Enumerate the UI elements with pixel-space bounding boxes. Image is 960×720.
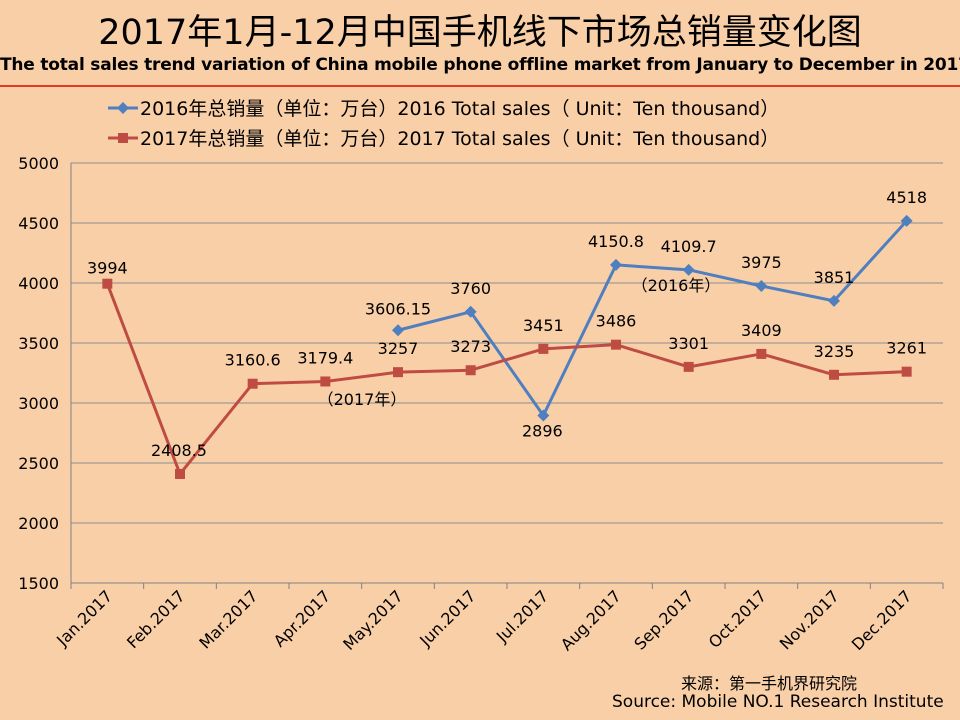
data-label-2017: 3273 [450,337,491,356]
data-point-2016 [682,263,695,276]
data-point-2017 [829,369,839,380]
y-tick-label: 4500 [18,214,59,233]
y-tick-label: 5000 [18,154,59,173]
legend-marker [118,133,128,143]
data-label-2016: 4518 [886,188,927,207]
data-point-2017 [683,361,694,372]
data-point-2017 [901,366,912,377]
series-line-2017 [105,283,907,476]
data-point-2016 [392,324,404,337]
x-tick-label: Feb.2017 [123,586,189,652]
data-point-2016 [828,294,840,307]
data-point-2016 [464,305,477,318]
data-point-2017 [465,365,476,376]
legend-label: 2017年总销量（单位：万台）2017 Total sales（ Unit：Te… [140,128,779,150]
chart-title: 2017年1月-12月中国手机线下市场总销量变化图 [98,13,862,53]
series-line-2016 [397,219,908,417]
x-tick-label: May.2017 [339,586,407,654]
annotation-2016: （2016年） [632,276,721,295]
x-tick-label: Dec.2017 [848,586,916,654]
data-point-2017 [247,378,258,389]
data-point-2017 [393,367,403,378]
data-label-2016: 2896 [522,421,563,440]
data-label-2017: 3486 [596,312,637,331]
data-label-2016: 3975 [741,253,782,272]
data-point-2016 [537,409,550,422]
data-point-2017 [320,376,331,387]
x-tick-label: Apr.2017 [270,586,334,650]
data-point-2017 [611,339,621,350]
x-tick-label: Sep.2017 [630,586,697,653]
data-label-2017: 3451 [523,316,564,335]
data-label-2017: 3235 [814,342,855,361]
x-tick-label: Jun.2017 [415,586,479,650]
data-point-2016 [755,280,768,292]
x-tick-label: Oct.2017 [705,586,770,651]
data-label-2017: 3257 [378,339,419,358]
data-label-2017: 3179.4 [297,348,353,367]
y-tick-label: 2500 [18,454,59,473]
y-tick-label: 2000 [18,514,59,533]
data-label-2017: 2408.5 [151,441,207,460]
data-point-2017 [102,278,113,289]
data-label-2016: 3606.15 [365,299,431,318]
data-point-2017 [175,468,185,479]
x-tick-label: Aug.2017 [557,586,625,654]
legend-marker [117,102,129,114]
data-point-2016 [610,258,622,271]
y-tick-label: 3500 [18,334,59,353]
data-label-2016: 3851 [814,268,855,287]
title-divider [0,85,960,87]
x-tick-label: Jul.2017 [492,586,552,646]
source-english: Source: Mobile NO.1 Research Institute [612,692,944,712]
y-tick-label: 3000 [18,394,59,413]
source-chinese: 来源：第一手机界研究院 [681,674,858,693]
data-label-2017: 3994 [87,259,128,278]
x-tick-label: Jan.2017 [52,586,116,650]
chart-subtitle: The total sales trend variation of China… [0,55,960,75]
data-label-2017: 3261 [886,339,927,358]
x-tick-label: Nov.2017 [776,586,843,653]
data-label-2016: 4109.7 [661,237,717,256]
y-tick-label: 4000 [18,274,59,293]
x-tick-label: Mar.2017 [195,586,261,652]
data-label-2016: 3760 [450,279,491,298]
data-point-2016 [900,214,913,227]
data-point-2017 [538,343,549,354]
data-label-2016: 4150.8 [588,232,644,251]
legend-label: 2016年总销量（单位：万台）2016 Total sales（ Unit：Te… [140,98,779,120]
data-label-2017: 3301 [668,334,709,353]
annotation-2017: （2017年） [318,390,407,409]
data-label-2017: 3160.6 [225,351,281,370]
data-label-2017: 3409 [741,321,782,340]
data-point-2017 [756,348,767,359]
y-tick-label: 1500 [18,574,59,593]
